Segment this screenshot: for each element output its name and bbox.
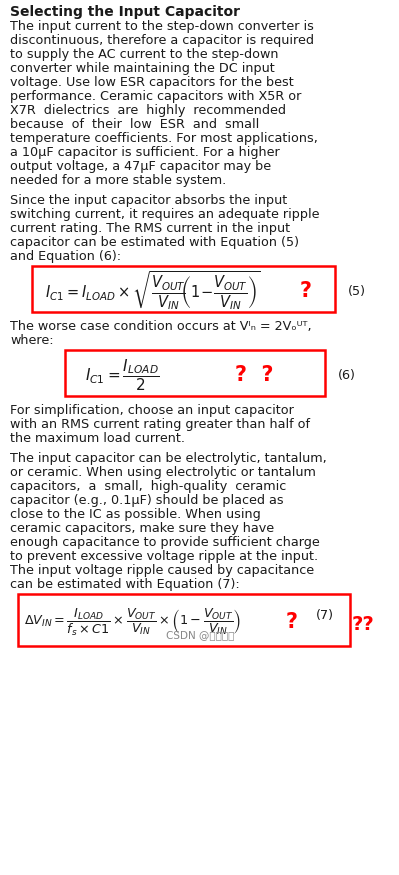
Text: The input current to the step-down converter is: The input current to the step-down conve…	[10, 20, 314, 33]
Text: The input voltage ripple caused by capacitance: The input voltage ripple caused by capac…	[10, 564, 314, 577]
Text: ?: ?	[300, 281, 312, 301]
Text: (5): (5)	[348, 284, 366, 298]
Bar	[18, 594, 350, 646]
Text: CSDN @嘿哈像啊: CSDN @嘿哈像啊	[166, 630, 234, 640]
Text: X7R  dielectrics  are  highly  recommended: X7R dielectrics are highly recommended	[10, 104, 286, 117]
Text: $I_{C1} = I_{LOAD} \times \sqrt{\dfrac{V_{OUT}}{V_{IN}}\!\!\left(1\!-\!\dfrac{V_: $I_{C1} = I_{LOAD} \times \sqrt{\dfrac{V…	[45, 270, 261, 312]
Text: (7): (7)	[316, 610, 334, 622]
Text: Selecting the Input Capacitor: Selecting the Input Capacitor	[10, 5, 240, 19]
Text: capacitor (e.g., 0.1μF) should be placed as: capacitor (e.g., 0.1μF) should be placed…	[10, 494, 284, 507]
Text: output voltage, a 47μF capacitor may be: output voltage, a 47μF capacitor may be	[10, 160, 271, 173]
Text: because  of  their  low  ESR  and  small: because of their low ESR and small	[10, 118, 259, 131]
Text: performance. Ceramic capacitors with X5R or: performance. Ceramic capacitors with X5R…	[10, 90, 301, 103]
Text: For simplification, choose an input capacitor: For simplification, choose an input capa…	[10, 404, 294, 417]
Text: to supply the AC current to the step-down: to supply the AC current to the step-dow…	[10, 48, 279, 61]
Text: the maximum load current.: the maximum load current.	[10, 432, 185, 445]
Text: close to the IC as possible. When using: close to the IC as possible. When using	[10, 508, 261, 521]
Text: switching current, it requires an adequate ripple: switching current, it requires an adequa…	[10, 208, 320, 221]
Text: and Equation (6):: and Equation (6):	[10, 250, 121, 263]
Text: capacitors,  a  small,  high-quality  ceramic: capacitors, a small, high-quality cerami…	[10, 480, 286, 493]
Text: ?  ?: ? ?	[235, 365, 273, 385]
Text: with an RMS current rating greater than half of: with an RMS current rating greater than …	[10, 418, 310, 431]
Text: discontinuous, therefore a capacitor is required: discontinuous, therefore a capacitor is …	[10, 34, 314, 47]
Bar	[32, 266, 335, 312]
Text: $I_{C1} = \dfrac{I_{LOAD}}{2}$: $I_{C1} = \dfrac{I_{LOAD}}{2}$	[85, 357, 160, 393]
Text: ceramic capacitors, make sure they have: ceramic capacitors, make sure they have	[10, 522, 274, 535]
Text: The worse case condition occurs at Vᴵₙ = 2Vₒᵁᵀ,: The worse case condition occurs at Vᴵₙ =…	[10, 320, 312, 333]
Text: capacitor can be estimated with Equation (5): capacitor can be estimated with Equation…	[10, 236, 299, 249]
Text: Since the input capacitor absorbs the input: Since the input capacitor absorbs the in…	[10, 194, 287, 207]
Text: enough capacitance to provide sufficient charge: enough capacitance to provide sufficient…	[10, 536, 320, 549]
Text: converter while maintaining the DC input: converter while maintaining the DC input	[10, 62, 275, 75]
Text: The input capacitor can be electrolytic, tantalum,: The input capacitor can be electrolytic,…	[10, 452, 327, 465]
Text: (6): (6)	[338, 368, 356, 382]
Bar	[65, 350, 325, 396]
Text: temperature coefficients. For most applications,: temperature coefficients. For most appli…	[10, 132, 318, 145]
Text: where:: where:	[10, 334, 53, 347]
Text: $\Delta V_{IN} = \dfrac{I_{LOAD}}{f_s \times C1} \times \dfrac{V_{OUT}}{V_{IN}} : $\Delta V_{IN} = \dfrac{I_{LOAD}}{f_s \t…	[24, 606, 241, 638]
Text: current rating. The RMS current in the input: current rating. The RMS current in the i…	[10, 222, 290, 235]
Text: ?: ?	[286, 612, 298, 632]
Text: needed for a more stable system.: needed for a more stable system.	[10, 174, 226, 187]
Text: or ceramic. When using electrolytic or tantalum: or ceramic. When using electrolytic or t…	[10, 466, 316, 479]
Text: voltage. Use low ESR capacitors for the best: voltage. Use low ESR capacitors for the …	[10, 76, 294, 89]
Text: ??: ??	[352, 614, 375, 634]
Text: to prevent excessive voltage ripple at the input.: to prevent excessive voltage ripple at t…	[10, 550, 318, 563]
Text: a 10μF capacitor is sufficient. For a higher: a 10μF capacitor is sufficient. For a hi…	[10, 146, 280, 159]
Text: can be estimated with Equation (7):: can be estimated with Equation (7):	[10, 578, 240, 591]
